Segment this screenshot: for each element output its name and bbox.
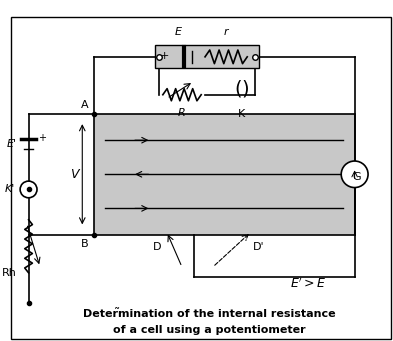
Text: ˜: ˜ bbox=[114, 307, 120, 320]
Text: K': K' bbox=[5, 184, 15, 194]
Text: E: E bbox=[174, 27, 182, 37]
Text: D': D' bbox=[253, 242, 264, 252]
Text: G: G bbox=[352, 172, 361, 181]
Text: E': E' bbox=[6, 139, 16, 149]
Text: K: K bbox=[238, 109, 245, 119]
Text: V: V bbox=[70, 168, 78, 181]
Text: +: + bbox=[38, 133, 46, 143]
Text: A: A bbox=[81, 100, 88, 110]
Text: Determination of the internal resistance: Determination of the internal resistance bbox=[83, 309, 335, 319]
Text: ): ) bbox=[242, 79, 249, 99]
Text: of a cell using a potentiometer: of a cell using a potentiometer bbox=[112, 325, 305, 335]
Text: R: R bbox=[178, 108, 186, 118]
Circle shape bbox=[20, 181, 37, 198]
Text: (: ( bbox=[234, 79, 241, 99]
Text: r: r bbox=[224, 27, 228, 37]
Text: +: + bbox=[160, 51, 169, 61]
Text: $E'>E$: $E'>E$ bbox=[290, 277, 327, 292]
Circle shape bbox=[341, 161, 368, 188]
Text: Rh: Rh bbox=[2, 268, 16, 278]
Bar bbox=[155, 45, 259, 68]
Bar bbox=[94, 114, 354, 235]
Text: B: B bbox=[81, 239, 88, 249]
Text: D: D bbox=[153, 242, 162, 252]
